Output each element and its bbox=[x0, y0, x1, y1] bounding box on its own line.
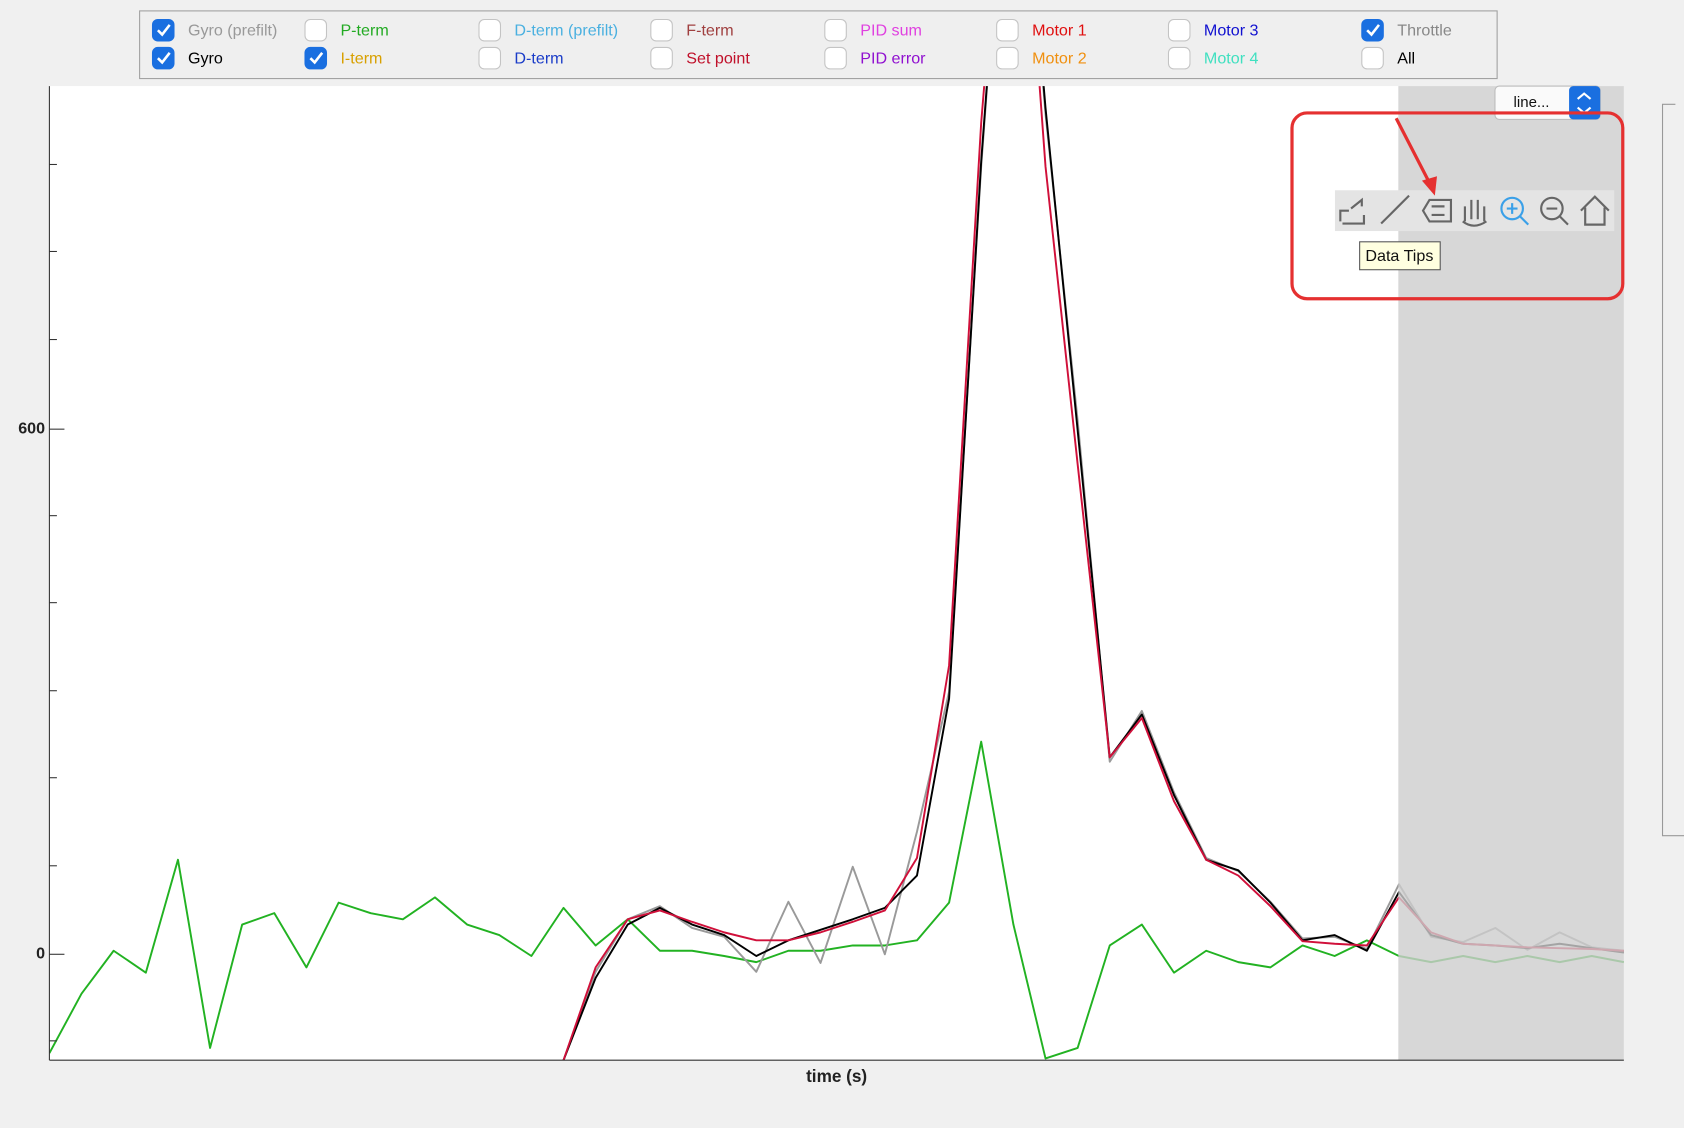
checkbox-label: F-term bbox=[686, 22, 733, 40]
check-mark bbox=[309, 51, 324, 65]
checkbox-panel bbox=[139, 10, 1498, 80]
series-line bbox=[49, 740, 1624, 1060]
checkbox[interactable] bbox=[304, 18, 328, 42]
checkbox-label: Motor 4 bbox=[1204, 49, 1259, 67]
zoom-out-icon[interactable] bbox=[1540, 196, 1564, 221]
checkbox-label: Set point bbox=[686, 49, 750, 67]
check-mark bbox=[156, 51, 171, 65]
checkbox[interactable] bbox=[996, 46, 1019, 70]
data-tips-icon[interactable] bbox=[1421, 198, 1453, 223]
checkbox-label: Throttle bbox=[1397, 22, 1452, 40]
tooltip bbox=[1359, 241, 1441, 271]
checkbox-label: Motor 2 bbox=[1032, 49, 1087, 67]
checkbox-label: D-term (prefilt) bbox=[514, 22, 618, 40]
export-icon[interactable] bbox=[1339, 197, 1366, 225]
checkbox-label: Gyro bbox=[188, 49, 223, 67]
check-mark bbox=[1366, 24, 1381, 37]
checkbox[interactable] bbox=[1361, 18, 1384, 42]
checkbox-label: PID sum bbox=[860, 22, 922, 40]
checkbox[interactable] bbox=[478, 46, 502, 70]
minor-ticks bbox=[49, 163, 57, 1042]
checkbox-group: Gyro (prefilt) Gyro P-term I-term D-term (pr… bbox=[151, 18, 1452, 70]
checkbox[interactable] bbox=[824, 46, 847, 70]
check-mark bbox=[156, 24, 171, 37]
home-icon[interactable] bbox=[1580, 195, 1610, 226]
checkbox-label: P-term bbox=[340, 22, 388, 40]
checkbox[interactable] bbox=[650, 18, 673, 42]
checkbox[interactable] bbox=[824, 18, 847, 42]
arrow-line bbox=[1394, 117, 1432, 186]
y-tick-label: 600 bbox=[18, 419, 45, 437]
dropdown-label: line... bbox=[1514, 94, 1550, 111]
checkbox-label: Motor 3 bbox=[1204, 22, 1259, 40]
x-axis-label: time (s) bbox=[806, 1066, 867, 1086]
checkbox[interactable] bbox=[1167, 18, 1191, 42]
checkbox[interactable] bbox=[650, 46, 673, 70]
toolbar-shade bbox=[1398, 86, 1624, 1061]
highlight-box bbox=[1290, 111, 1625, 301]
arrow-head bbox=[1421, 176, 1437, 196]
checkbox[interactable] bbox=[1167, 46, 1191, 70]
checkbox[interactable] bbox=[1361, 46, 1384, 70]
checkbox[interactable] bbox=[478, 18, 502, 42]
checkbox[interactable] bbox=[151, 18, 175, 42]
dropdown-button[interactable] bbox=[1569, 86, 1601, 120]
toolbar-icons bbox=[1339, 194, 1610, 227]
checkbox-label: Motor 1 bbox=[1032, 22, 1087, 40]
checkbox-label: D-term bbox=[514, 49, 563, 67]
checkbox-label: PID error bbox=[860, 49, 926, 67]
checkbox-label: I-term bbox=[340, 49, 382, 67]
checkbox[interactable] bbox=[304, 46, 328, 70]
checkbox-label: Gyro (prefilt) bbox=[188, 22, 277, 40]
side-panel-border bbox=[1661, 103, 1684, 837]
y-tick-label: 0 bbox=[36, 945, 45, 963]
pan-icon[interactable] bbox=[1462, 199, 1487, 227]
zoom-in-icon[interactable] bbox=[1500, 196, 1524, 221]
checkbox[interactable] bbox=[151, 46, 175, 70]
checkbox-label: All bbox=[1397, 49, 1415, 67]
tooltip-text: Data Tips bbox=[1365, 247, 1433, 265]
brush-icon[interactable] bbox=[1380, 194, 1410, 225]
checkbox[interactable] bbox=[996, 18, 1019, 42]
